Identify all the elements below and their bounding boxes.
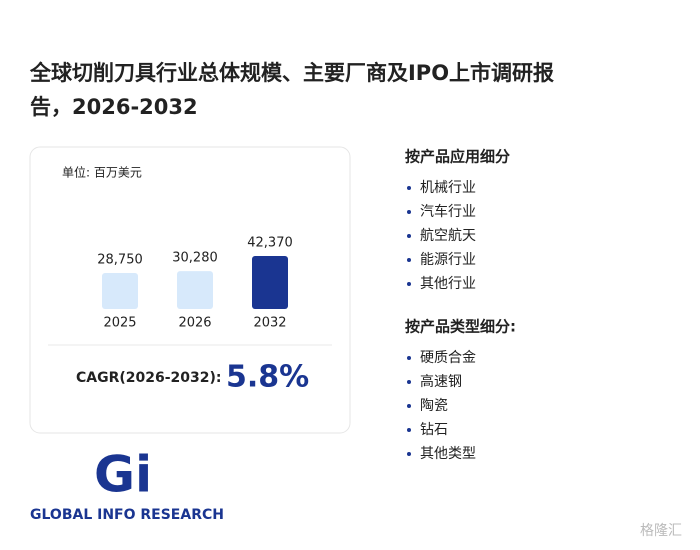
cagr-value: 5.8% bbox=[226, 360, 309, 395]
list-item: 能源行业 bbox=[420, 252, 476, 268]
bullet bbox=[407, 380, 411, 384]
value-label: 28,750 bbox=[97, 253, 143, 268]
section-heading: 按产品应用细分 bbox=[405, 148, 510, 166]
list-item: 高速钢 bbox=[420, 373, 462, 390]
bar bbox=[177, 271, 213, 309]
bullet bbox=[407, 452, 411, 456]
bullet bbox=[407, 234, 411, 238]
value-label: 30,280 bbox=[172, 251, 218, 266]
list-item: 陶瓷 bbox=[420, 398, 448, 414]
x-tick-label: 2032 bbox=[253, 316, 286, 331]
watermark: 格隆汇 bbox=[640, 523, 682, 539]
value-label: 42,370 bbox=[247, 236, 293, 251]
cagr-label: CAGR(2026-2032): bbox=[76, 370, 222, 386]
section-heading: 按产品类型细分: bbox=[405, 318, 516, 336]
bar bbox=[252, 256, 288, 309]
bullet bbox=[407, 186, 411, 190]
list-item: 其他行业 bbox=[420, 276, 476, 292]
bullet bbox=[407, 356, 411, 360]
bullet bbox=[407, 282, 411, 286]
list-item: 钻石 bbox=[420, 422, 448, 438]
list-item: 机械行业 bbox=[420, 180, 476, 196]
bullet bbox=[407, 404, 411, 408]
x-tick-label: 2025 bbox=[103, 316, 136, 331]
title: 告，2026-2032 bbox=[30, 95, 198, 119]
list-item: 汽车行业 bbox=[420, 203, 476, 220]
title: 全球切削刀具行业总体规模、主要厂商及IPO上市调研报 bbox=[29, 61, 554, 85]
logo-name: GLOBAL INFO RESEARCH bbox=[30, 507, 224, 523]
logo-mark: Gi bbox=[94, 446, 152, 504]
x-tick-label: 2026 bbox=[178, 316, 211, 331]
bullet bbox=[407, 428, 411, 432]
unit: 单位: 百万美元 bbox=[62, 165, 142, 180]
list-item: 其他类型 bbox=[420, 446, 476, 462]
list-item: 硬质合金 bbox=[420, 350, 476, 366]
list-item: 航空航天 bbox=[420, 228, 476, 244]
bullet bbox=[407, 258, 411, 262]
bar bbox=[102, 273, 138, 309]
bullet bbox=[407, 210, 411, 214]
